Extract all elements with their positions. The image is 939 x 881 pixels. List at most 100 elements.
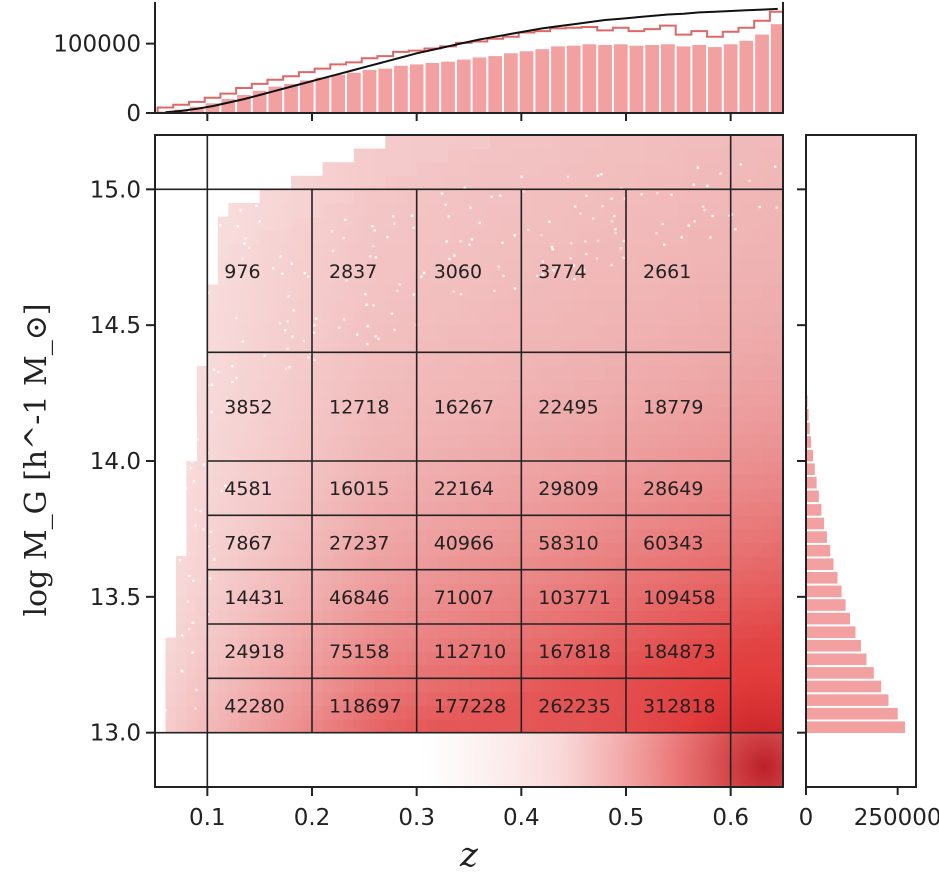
- density-speckle: [312, 331, 316, 334]
- density-speckle: [610, 263, 613, 267]
- right-histogram-bar: [806, 476, 817, 489]
- main-heatmap-panel: 976 2837 3060 3774 2661 3852 12718 16267 22495 18…: [155, 135, 783, 787]
- right-histogram-bar: [806, 653, 867, 666]
- top-histogram-bar: [645, 45, 659, 113]
- density-speckle: [194, 508, 198, 511]
- density-speckle: [247, 246, 251, 249]
- density-speckle: [191, 651, 194, 654]
- density-speckle: [420, 275, 423, 278]
- right-histogram-bar: [806, 694, 889, 706]
- density-speckle: [263, 354, 267, 357]
- cell-count-label: 40966: [434, 533, 494, 555]
- density-speckle: [412, 226, 415, 229]
- cell-count-label: 262235: [538, 696, 611, 718]
- density-speckle: [613, 214, 616, 218]
- density-speckle: [728, 214, 731, 217]
- cell-count-label: 312818: [643, 696, 716, 718]
- density-speckle: [239, 209, 242, 212]
- density-speckle: [703, 208, 706, 212]
- density-speckle: [236, 225, 239, 228]
- density-speckle: [286, 320, 289, 323]
- x-tick-label: 0.2: [294, 805, 331, 831]
- density-speckle: [592, 217, 595, 220]
- density-speckle: [522, 190, 525, 193]
- cell-count-label: 976: [224, 261, 260, 283]
- density-speckle: [502, 274, 505, 278]
- density-speckle: [551, 248, 554, 251]
- top-histogram-bar: [268, 86, 283, 113]
- density-speckle: [444, 203, 447, 206]
- right-histogram-bar: [806, 463, 815, 475]
- cell-count-label: 184873: [643, 641, 716, 663]
- density-speckle: [513, 287, 517, 290]
- density-speckle: [578, 271, 581, 274]
- density-speckle: [180, 634, 184, 637]
- top-histogram-bar: [409, 64, 424, 113]
- x-tick-label: 0.6: [712, 805, 749, 831]
- density-speckle: [271, 267, 275, 270]
- density-speckle: [696, 166, 700, 169]
- top-histogram-bar: [629, 45, 644, 113]
- density-speckle: [572, 264, 576, 267]
- density-speckle: [596, 239, 600, 243]
- density-speckle: [313, 324, 316, 327]
- density-speckle: [452, 290, 455, 293]
- top-histogram-bar: [315, 77, 330, 113]
- density-speckle: [356, 333, 359, 336]
- density-speckle: [579, 212, 582, 215]
- density-speckle: [396, 289, 399, 292]
- cell-count-labels: 976 2837 3060 3774 2661 3852 12718 16267 22495 18…: [224, 261, 715, 718]
- density-speckle: [596, 174, 600, 177]
- density-speckle: [241, 257, 244, 260]
- density-speckle: [520, 175, 523, 178]
- density-speckle: [734, 228, 737, 231]
- cell-count-label: 24918: [224, 641, 284, 663]
- density-speckle: [178, 559, 182, 562]
- top-histogram-bar: [723, 44, 738, 113]
- density-speckle: [291, 335, 294, 338]
- density-speckle: [254, 265, 257, 268]
- density-speckle: [202, 528, 205, 531]
- density-speckle: [422, 271, 426, 275]
- density-speckle: [709, 236, 712, 239]
- density-speckle: [440, 192, 444, 195]
- right-histogram-bar: [806, 680, 882, 693]
- density-speckle: [188, 627, 191, 631]
- right-histogram-bars: [806, 395, 905, 733]
- density-speckle: [552, 269, 556, 272]
- density-speckle: [224, 484, 227, 487]
- top-histogram-bar: [299, 80, 314, 113]
- top-histogram-bar: [676, 46, 691, 113]
- density-speckle: [739, 163, 742, 166]
- density-speckle: [188, 574, 191, 578]
- density-speckle: [513, 234, 516, 237]
- density-speckle: [582, 268, 586, 272]
- density-speckle: [203, 334, 207, 338]
- density-speckle: [232, 176, 235, 180]
- top-histogram-bar: [755, 34, 769, 113]
- y-tick-label: 14.5: [90, 313, 141, 339]
- density-speckle: [656, 191, 659, 195]
- density-speckles: [160, 163, 778, 732]
- top-histogram-bar: [613, 44, 628, 113]
- density-speckle: [468, 243, 471, 246]
- density-speckle: [469, 206, 472, 209]
- top-histogram-bar: [456, 59, 471, 113]
- density-speckle: [186, 600, 190, 603]
- density-speckle: [227, 402, 230, 406]
- density-speckle: [600, 173, 603, 176]
- density-speckle: [702, 205, 705, 208]
- density-speckle: [585, 194, 588, 197]
- density-speckle: [165, 628, 168, 631]
- density-speckle: [448, 257, 451, 261]
- density-speckle: [585, 252, 588, 256]
- cell-count-label: 28649: [643, 478, 703, 500]
- right-histogram-bar: [806, 599, 846, 611]
- density-speckle: [548, 220, 551, 223]
- density-speckle: [719, 172, 722, 175]
- density-speckle: [345, 279, 348, 282]
- density-speckle: [601, 204, 604, 208]
- density-speckle: [550, 245, 554, 249]
- cell-count-label: 2837: [329, 261, 377, 283]
- cell-count-label: 167818: [538, 641, 611, 663]
